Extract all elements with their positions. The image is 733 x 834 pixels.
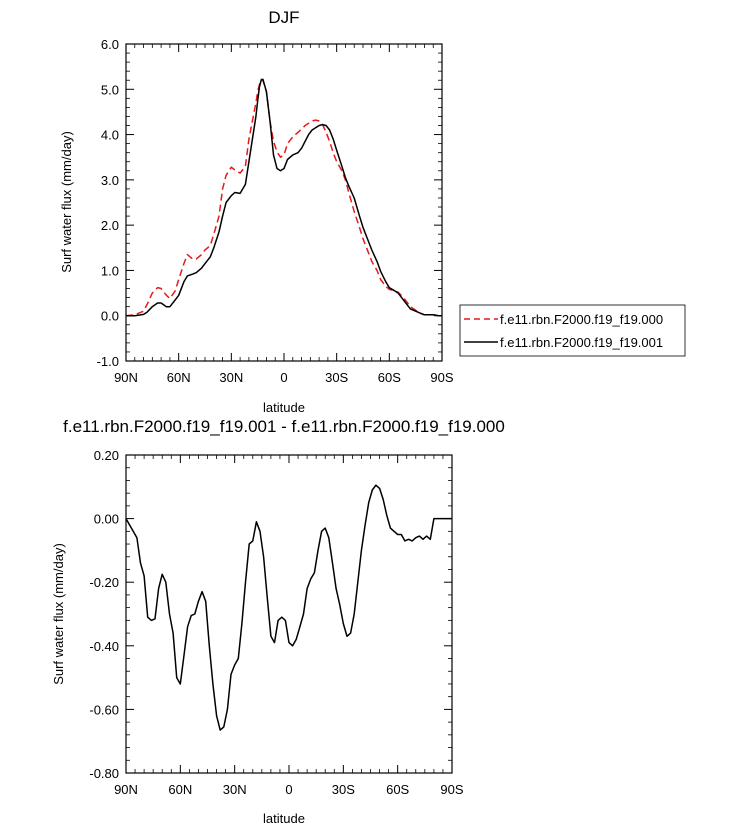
y-tick-label-top: 4.0 [101,128,119,143]
x-tick-label-top: 60N [167,370,191,385]
legend: f.e11.rbn.F2000.f19_f19.000 f.e11.rbn.F2… [459,304,686,357]
series-line-top-1 [125,78,442,317]
legend-label-series-2: f.e11.rbn.F2000.f19_f19.001 [500,335,663,350]
x-tick-label-top: 90N [114,370,138,385]
x-tick-label-bottom: 30S [332,782,355,797]
y-axis-label-top: Surf water flux (mm/day) [59,131,74,273]
x-tick-label-top: 30N [219,370,243,385]
x-tick-label-top: 60S [378,370,401,385]
plot-frame-bottom [125,454,453,774]
y-tick-label-bottom: 0.00 [94,512,119,527]
y-tick-label-top: 3.0 [101,173,119,188]
x-tick-label-bottom: 60S [386,782,409,797]
x-axis-label-bottom: latitude [263,811,305,826]
chart-title-bottom: f.e11.rbn.F2000.f19_f19.001 - f.e11.rbn.… [63,417,505,436]
y-tick-label-bottom: -0.80 [89,766,119,781]
x-tick-label-bottom: 0 [285,782,292,797]
x-tick-label-bottom: 30N [223,782,247,797]
series-line-bottom-1 [125,484,452,731]
y-tick-label-top: 2.0 [101,218,119,233]
y-tick-label-top: 6.0 [101,37,119,52]
y-tick-label-top: 1.0 [101,263,119,278]
x-tick-label-bottom: 90N [114,782,138,797]
plot-panel-top: 90N 60N 30N 0 30S 60S 90S -1.0 0.0 1.0 2.0 3.0 4.0 5.… [97,37,454,385]
legend-box [459,304,686,357]
y-tick-label-top: 5.0 [101,82,119,97]
y-tick-label-bottom: -0.40 [89,639,119,654]
legend-label-series-1: f.e11.rbn.F2000.f19_f19.000 [500,312,663,327]
x-tick-label-bottom: 60N [168,782,192,797]
x-tick-label-top: 30S [325,370,348,385]
y-tick-label-bottom: -0.60 [89,702,119,717]
x-axis-label-top: latitude [263,400,305,415]
y-tick-label-bottom: 0.20 [94,448,119,463]
y-axis-label-bottom: Surf water flux (mm/day) [51,543,66,685]
x-tick-label-bottom: 90S [440,782,463,797]
y-tick-label-top: -1.0 [97,354,119,369]
x-tick-label-top: 0 [280,370,287,385]
chart-title-top: DJF [268,8,299,27]
series-line-top-2 [126,78,442,317]
y-tick-label-top: 0.0 [101,309,119,324]
x-tick-label-top: 90S [430,370,453,385]
plot-frame-top [125,43,443,362]
y-tick-label-bottom: -0.20 [89,575,119,590]
plot-panel-bottom: 90N 60N 30N 0 30S 60S 90S -0.80 -0.60 -0.40 -0.20 0… [89,448,464,797]
